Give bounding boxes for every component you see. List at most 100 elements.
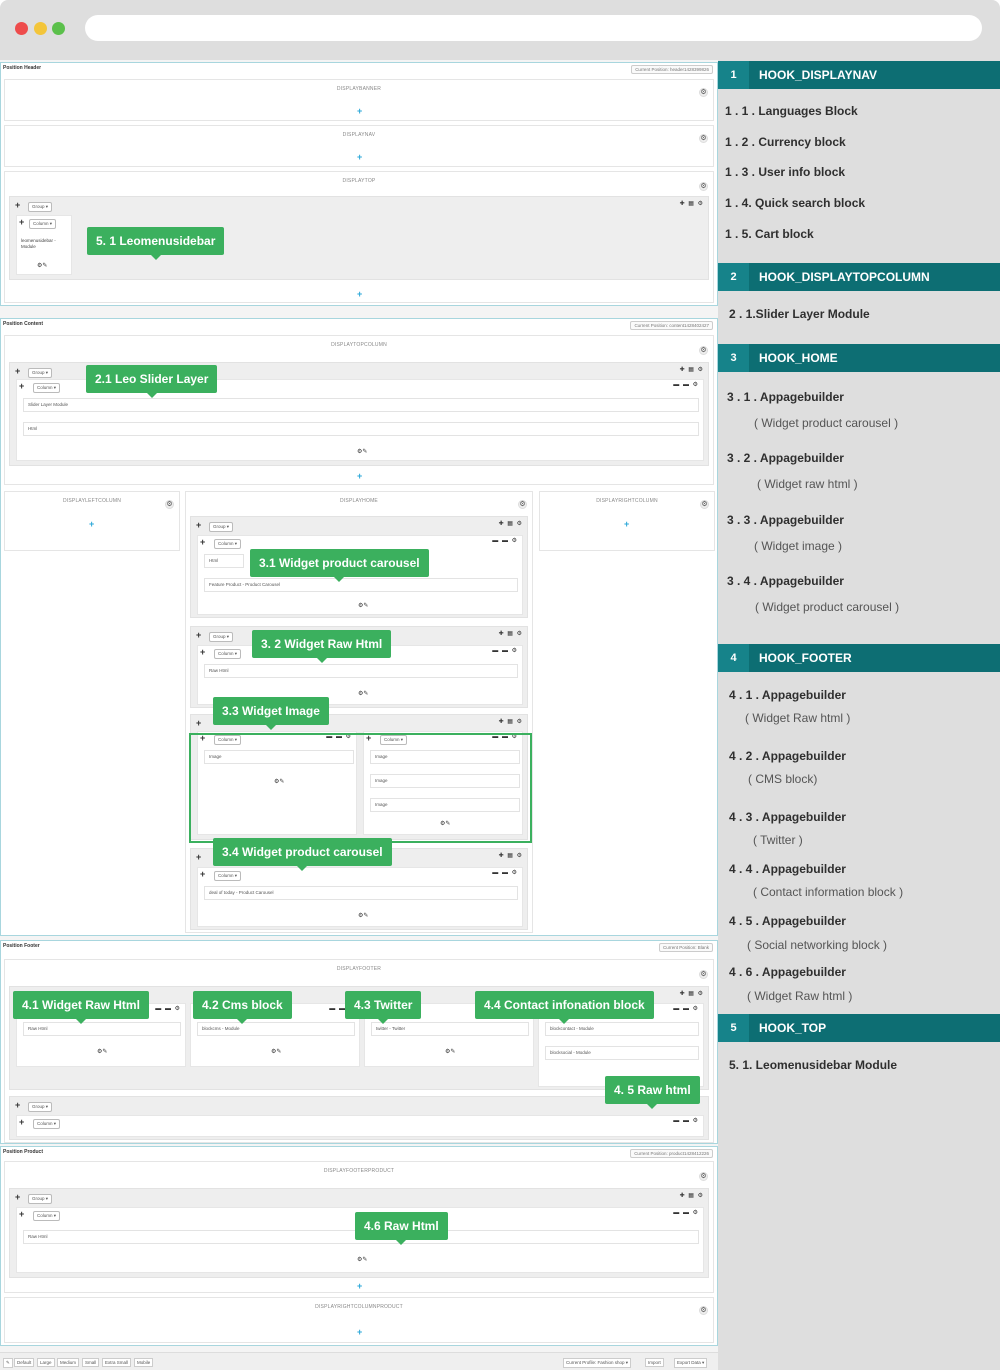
close-window-dot[interactable]	[15, 22, 28, 35]
add-group-icon[interactable]: +	[15, 366, 21, 376]
group-controls[interactable]: ✚ ▦ ⚙	[679, 201, 704, 207]
add-group-icon[interactable]: +	[196, 630, 202, 640]
column-controls[interactable]: ▬ ▬ ⚙	[673, 1006, 699, 1012]
maximize-window-dot[interactable]	[52, 22, 65, 35]
edit-icon[interactable]: ⚙✎	[274, 779, 285, 785]
group-controls[interactable]: ✚ ▦ ⚙	[498, 521, 523, 527]
column-dropdown[interactable]: Column ▾	[214, 649, 242, 659]
add-column-icon[interactable]: +	[19, 1209, 25, 1219]
add-group-icon[interactable]: +	[196, 852, 202, 862]
feature-product-widget[interactable]: Feature Product - Product Carousel	[204, 578, 518, 592]
raw-html-widget[interactable]: Raw Html	[204, 664, 518, 678]
group-dropdown[interactable]: Group ▾	[28, 368, 53, 378]
add-column-icon[interactable]: +	[19, 1117, 25, 1127]
column-dropdown[interactable]: Column ▾	[29, 219, 57, 229]
group-controls[interactable]: ✚ ▦ ⚙	[679, 1193, 704, 1199]
device-extra-small[interactable]: Extra Small	[102, 1358, 132, 1367]
add-group-icon[interactable]: +	[196, 718, 202, 728]
column-dropdown[interactable]: Column ▾	[33, 383, 61, 393]
edit-icon[interactable]: ⚙✎	[357, 449, 368, 455]
column-controls[interactable]: ▬ ▬ ⚙	[673, 1210, 699, 1216]
device-mobile[interactable]: Mobile	[134, 1358, 154, 1367]
edit-icon[interactable]: ⚙✎	[271, 1049, 282, 1055]
twitter-widget[interactable]: twitter - Twitter	[371, 1022, 529, 1036]
column-controls[interactable]: ▬ ▬ ⚙	[155, 1006, 181, 1012]
column-controls[interactable]: ▬ ▬ ⚙	[492, 734, 518, 740]
gear-icon[interactable]: ⚙	[518, 500, 527, 509]
edit-icon[interactable]: ⚙✎	[358, 603, 369, 609]
column-dropdown[interactable]: Column ▾	[33, 1119, 61, 1129]
device-default[interactable]: Default	[14, 1358, 35, 1367]
image-widget[interactable]: Image	[204, 750, 354, 764]
leomenusidebar-widget[interactable]: leomenusidebar - Module	[21, 238, 56, 249]
device-medium[interactable]: Medium	[57, 1358, 80, 1367]
add-icon[interactable]: +	[357, 1327, 363, 1337]
add-icon[interactable]: +	[357, 152, 363, 162]
gear-icon[interactable]: ⚙	[699, 134, 708, 143]
add-group-icon[interactable]: +	[15, 1192, 21, 1202]
group-controls[interactable]: ✚ ▦ ⚙	[498, 719, 523, 725]
gear-icon[interactable]: ⚙	[699, 88, 708, 97]
edit-icon[interactable]: ⚙✎	[440, 821, 451, 827]
blockcontact-widget[interactable]: blockcontact - Module	[545, 1022, 699, 1036]
image-widget[interactable]: Image	[370, 774, 520, 788]
column-controls[interactable]: ▬ ▬ ⚙	[673, 382, 699, 388]
gear-icon[interactable]: ⚙	[699, 1172, 708, 1181]
import-button[interactable]: Import	[645, 1358, 664, 1367]
edit-icon[interactable]: ⚙✎	[97, 1049, 108, 1055]
group-dropdown[interactable]: Group ▾	[28, 1102, 53, 1112]
gear-icon[interactable]: ⚙	[699, 1306, 708, 1315]
column-controls[interactable]: ▬ ▬ ⚙	[492, 870, 518, 876]
column-controls[interactable]: ▬ ▬ ⚙	[673, 1118, 699, 1124]
edit-icon[interactable]: ⚙✎	[357, 1257, 368, 1263]
current-position-select[interactable]: Current Position: header1428399826	[631, 65, 713, 74]
add-group-icon[interactable]: +	[196, 520, 202, 530]
column-controls[interactable]: ▬ ▬ ⚙	[326, 734, 352, 740]
add-icon[interactable]: +	[357, 289, 363, 299]
edit-icon[interactable]: ⚙✎	[37, 263, 48, 269]
html-widget[interactable]: Html	[204, 554, 244, 568]
edit-icon[interactable]: ⚙✎	[358, 691, 369, 697]
current-position-select[interactable]: Current Position: content1428402427	[630, 321, 713, 330]
edit-icon[interactable]: ⚙✎	[445, 1049, 456, 1055]
wrench-icon[interactable]: ✎	[3, 1358, 13, 1368]
add-column-icon[interactable]: +	[200, 733, 206, 743]
current-profile-select[interactable]: Current Profile: Fashion shop ▾	[563, 1358, 632, 1368]
current-position-select[interactable]: Current Position: Blank	[658, 943, 713, 952]
address-bar[interactable]	[85, 15, 982, 41]
add-column-icon[interactable]: +	[200, 869, 206, 879]
gear-icon[interactable]: ⚙	[165, 500, 174, 509]
group-dropdown[interactable]: Group ▾	[209, 522, 234, 532]
gear-icon[interactable]: ⚙	[700, 500, 709, 509]
group-dropdown[interactable]: Group ▾	[28, 202, 53, 212]
current-position-select[interactable]: Current Position: product1428412226	[630, 1149, 713, 1158]
group-controls[interactable]: ✚ ▦ ⚙	[679, 367, 704, 373]
column-dropdown[interactable]: Column ▾	[33, 1211, 61, 1221]
add-group-icon[interactable]: +	[15, 200, 21, 210]
column-dropdown[interactable]: Column ▾	[214, 539, 242, 549]
device-small[interactable]: Small	[82, 1358, 100, 1367]
group-controls[interactable]: ✚ ▦ ⚙	[498, 853, 523, 859]
column-controls[interactable]: ▬ ▬ ⚙	[492, 538, 518, 544]
group-controls[interactable]: ✚ ▦ ⚙	[498, 631, 523, 637]
image-widget[interactable]: Image	[370, 750, 520, 764]
column-controls[interactable]: ▬ ▬ ⚙	[492, 648, 518, 654]
add-column-icon[interactable]: +	[19, 217, 25, 227]
add-icon[interactable]: +	[89, 519, 95, 529]
add-icon[interactable]: +	[624, 519, 630, 529]
column-dropdown[interactable]: Column ▾	[214, 735, 242, 745]
add-column-icon[interactable]: +	[200, 537, 206, 547]
add-icon[interactable]: +	[357, 1281, 363, 1291]
gear-icon[interactable]: ⚙	[699, 970, 708, 979]
export-data-button[interactable]: Export Data ▾	[674, 1358, 708, 1368]
device-large[interactable]: Large	[37, 1358, 55, 1367]
group-dropdown[interactable]: Group ▾	[28, 1194, 53, 1204]
image-widget[interactable]: Image	[370, 798, 520, 812]
column-dropdown[interactable]: Column ▾	[214, 871, 242, 881]
add-group-icon[interactable]: +	[15, 1100, 21, 1110]
deal-of-today-widget[interactable]: deal of today - Product Carousel	[204, 886, 518, 900]
add-column-icon[interactable]: +	[200, 647, 206, 657]
edit-icon[interactable]: ⚙✎	[358, 913, 369, 919]
group-controls[interactable]: ✚ ▦ ⚙	[679, 991, 704, 997]
column-dropdown[interactable]: Column ▾	[380, 735, 408, 745]
